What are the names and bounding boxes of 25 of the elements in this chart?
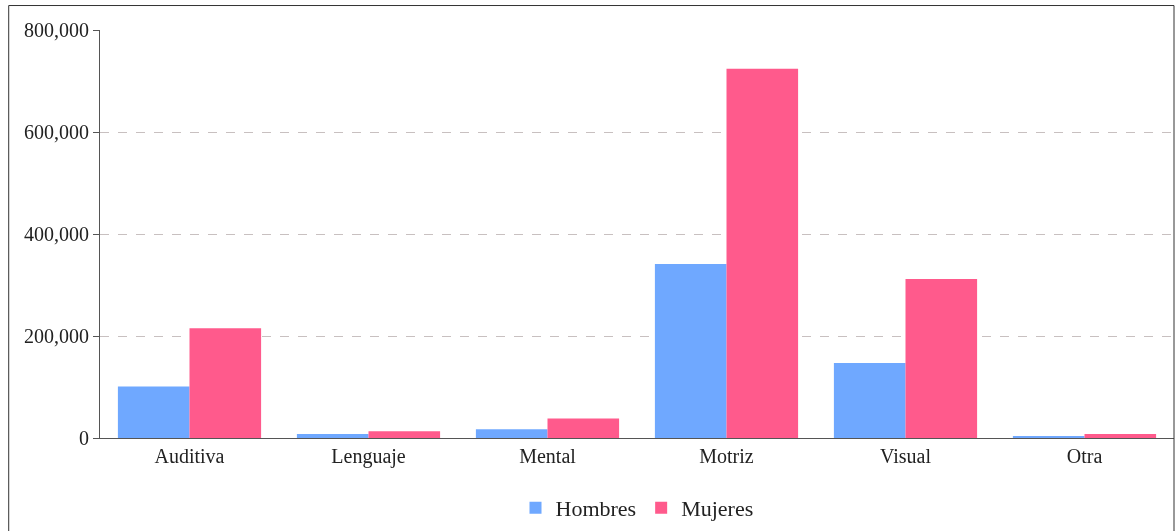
x-tick-label: Visual — [879, 445, 932, 467]
x-tick-label: Otra — [1066, 445, 1103, 467]
bar — [726, 68, 799, 438]
bar — [189, 328, 262, 438]
bar — [547, 418, 620, 438]
y-tick-label: 600,000 — [24, 121, 89, 143]
bar — [1012, 435, 1085, 438]
bar — [368, 431, 441, 438]
y-tick-label: 200,000 — [24, 325, 89, 347]
legend-label: Mujeres — [681, 496, 754, 522]
bar — [905, 278, 978, 438]
bar — [833, 363, 906, 438]
bar — [475, 429, 548, 438]
x-tick-label: Auditiva — [154, 445, 225, 467]
y-tick-label: 800,000 — [24, 19, 89, 41]
bar — [117, 386, 190, 438]
y-tick-label: 400,000 — [24, 223, 89, 245]
y-tick-label: 0 — [79, 427, 89, 449]
bar — [654, 264, 727, 438]
bar — [1084, 433, 1157, 438]
x-tick-label: Lenguaje — [331, 445, 406, 468]
x-tick-label: Motriz — [699, 445, 754, 467]
x-tick-label: Mental — [519, 445, 577, 467]
bar — [296, 433, 369, 438]
legend-label: Hombres — [555, 496, 637, 522]
